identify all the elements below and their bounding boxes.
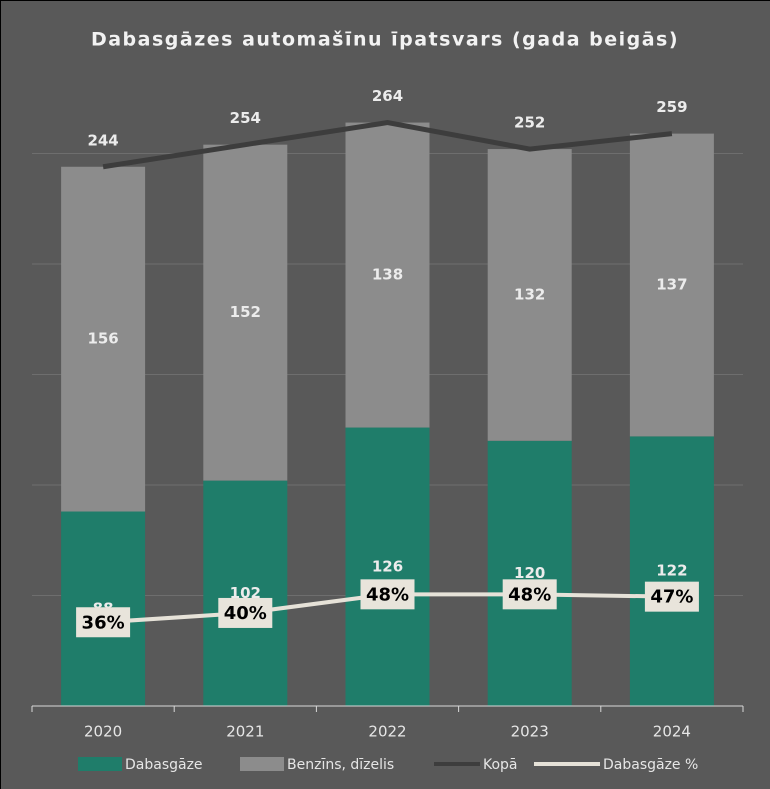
data-label-box [218, 597, 273, 628]
data-label: 156 [87, 330, 118, 348]
chart-title: Dabasgāzes automašīnu īpatsvars (gada be… [91, 29, 679, 51]
bar-segment [487, 149, 572, 441]
legend-swatch [240, 757, 284, 771]
x-tick-label: 2022 [368, 723, 406, 741]
data-label: 120 [514, 564, 545, 582]
bar-segment [345, 427, 430, 706]
x-tick-label: 2024 [653, 723, 691, 741]
legend-label: Dabasgāze % [603, 757, 698, 773]
legend-label: Kopā [483, 757, 518, 773]
bar-segment [345, 122, 430, 428]
data-label-box [502, 579, 557, 610]
data-label: 137 [656, 275, 687, 293]
data-label: 244 [87, 131, 118, 149]
data-label: 254 [230, 109, 261, 127]
x-tick-label: 2020 [84, 723, 122, 741]
data-label: 48% [508, 584, 551, 605]
data-label: 48% [366, 584, 409, 605]
bar-segment [61, 166, 146, 512]
data-label: 36% [82, 612, 125, 633]
bar-segment [203, 144, 288, 481]
data-label: 102 [230, 584, 261, 602]
data-label: 152 [230, 303, 261, 321]
data-label: 264 [372, 87, 403, 105]
legend-swatch [78, 757, 122, 771]
legend-label: Dabasgāze [125, 757, 203, 773]
bar-segment [629, 436, 714, 706]
data-label-box [360, 579, 415, 610]
bar-segment [203, 480, 288, 706]
data-label: 138 [372, 266, 403, 284]
bar-segment [487, 440, 572, 706]
data-label: 252 [514, 114, 545, 132]
data-label: 259 [656, 98, 687, 116]
x-tick-label: 2023 [511, 723, 549, 741]
legend-label: Benzīns, dīzelis [287, 757, 394, 773]
data-label-box [76, 607, 131, 638]
x-tick-label: 2021 [226, 723, 264, 741]
bar-segment [629, 133, 714, 437]
data-label: 132 [514, 285, 545, 303]
data-label: 126 [372, 557, 403, 575]
line-series [102, 120, 673, 170]
data-label: 40% [224, 603, 267, 624]
data-label: 47% [650, 587, 693, 608]
data-label-box [644, 581, 699, 612]
data-label: 122 [656, 562, 687, 580]
